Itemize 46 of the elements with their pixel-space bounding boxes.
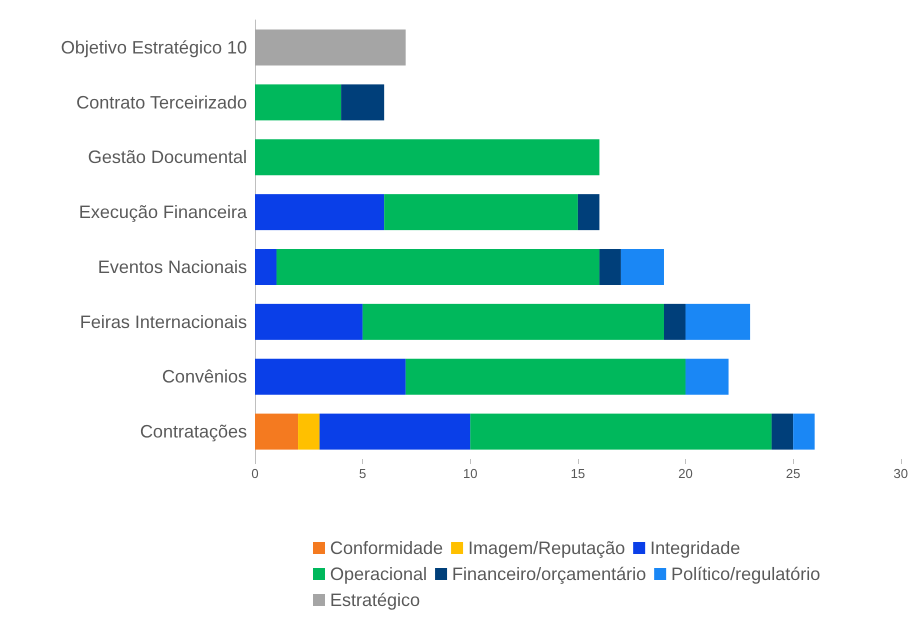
bar [341, 84, 384, 120]
bar [255, 29, 406, 66]
bar [686, 304, 750, 340]
x-tick-label: 25 [786, 466, 800, 481]
legend-label: Operacional [330, 564, 428, 584]
bar [793, 414, 815, 450]
legend-label: Político/regulatório [671, 564, 820, 584]
x-tick-label: 20 [678, 466, 693, 481]
bar [578, 194, 600, 230]
bar [255, 84, 342, 120]
bar [384, 194, 578, 230]
bar [470, 414, 772, 450]
x-tick-label: 10 [463, 466, 478, 481]
bar [599, 248, 621, 285]
legend-label: Estratégico [330, 590, 420, 610]
y-tick-label: Eventos Nacionais [98, 256, 247, 277]
y-tick-label: Feiras Internacionais [80, 312, 247, 332]
bar [255, 139, 600, 176]
bar [686, 358, 729, 395]
bar [276, 248, 600, 285]
y-tick-label: Contrato Terceirizado [76, 92, 247, 112]
bar [362, 304, 664, 340]
x-tick-label: 30 [894, 466, 908, 481]
bar [255, 414, 298, 450]
bar [406, 358, 686, 395]
y-tick-label: Objetivo Estratégico 10 [60, 37, 247, 58]
y-tick-label: Convênios [162, 366, 247, 387]
bar [255, 304, 363, 340]
bar [772, 414, 794, 450]
bar [255, 194, 384, 230]
bar [255, 248, 277, 285]
legend-label: Imagem/Reputação [468, 538, 626, 558]
bar [620, 248, 664, 285]
y-tick-label: Contratações [140, 422, 247, 442]
bar [320, 414, 470, 450]
legend-label: Integridade [650, 538, 740, 558]
legend-label: Financeiro/orçamentário [452, 564, 646, 584]
bar [664, 304, 686, 340]
y-tick-label: Execução Financeira [78, 202, 248, 222]
x-tick-label: 0 [251, 466, 259, 481]
legend-label: Conformidade [330, 538, 444, 558]
bar [255, 358, 406, 395]
x-tick-label: 5 [359, 466, 366, 481]
y-tick-label: Gestão Documental [88, 147, 247, 168]
bar [298, 414, 320, 450]
x-tick-label: 15 [570, 466, 586, 481]
